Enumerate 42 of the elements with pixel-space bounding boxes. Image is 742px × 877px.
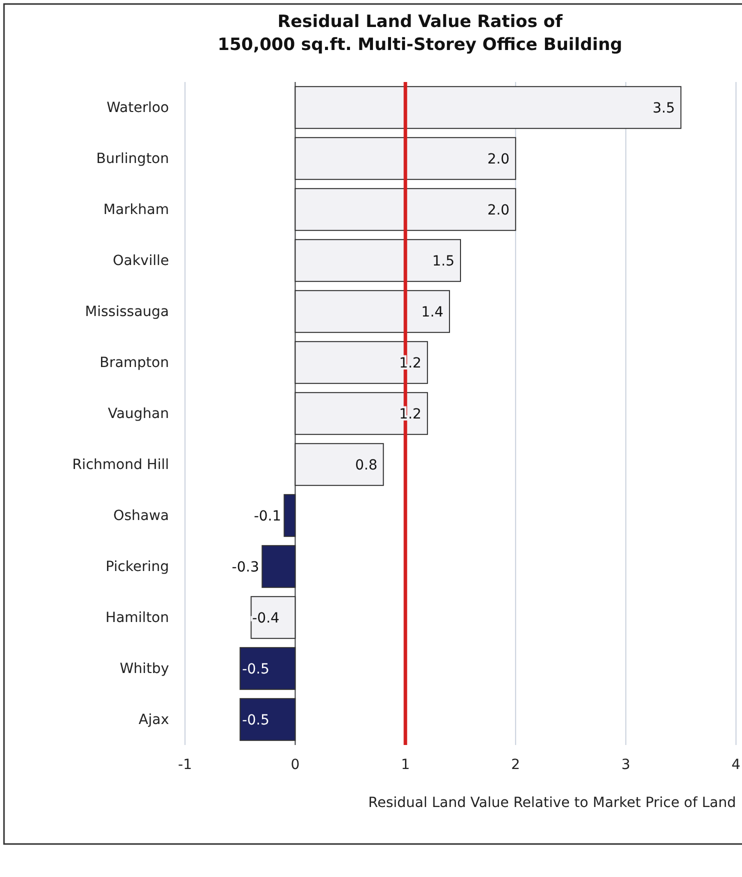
data-label: 0.8 — [355, 457, 378, 474]
bar — [294, 86, 682, 129]
y-tick-label: Waterloo — [106, 100, 169, 116]
y-tick-label: Ajax — [138, 712, 169, 728]
data-label: -0.5 — [242, 661, 270, 678]
y-tick-label: Markham — [103, 202, 169, 218]
bar — [294, 392, 428, 435]
data-label: 2.0 — [487, 202, 510, 218]
y-tick-label: Brampton — [100, 354, 169, 371]
y-tick-label: Mississauga — [85, 304, 169, 320]
bar — [294, 443, 384, 486]
y-tick-label: Vaughan — [108, 406, 169, 422]
bar — [284, 494, 296, 537]
bar — [294, 341, 428, 384]
bar — [294, 188, 516, 231]
y-tick-label: Oshawa — [113, 508, 169, 524]
data-label: 2.0 — [487, 151, 510, 168]
x-tick-label: 2 — [511, 756, 520, 773]
data-label: -0.5 — [242, 712, 270, 728]
y-tick-label: Whitby — [120, 660, 169, 677]
y-tick-label: Pickering — [106, 558, 169, 575]
y-tick-label: Hamilton — [106, 610, 169, 626]
chart-title: Residual Land Value Ratios of 150,000 sq.ft. Multi-Storey Office Building — [218, 12, 622, 55]
x-axis-title: Residual Land Value Relative to Market Price of Land — [368, 795, 736, 811]
x-tick-label: 1 — [400, 756, 410, 773]
data-label: -0.4 — [252, 610, 280, 626]
data-label: 3.5 — [652, 100, 675, 116]
bar — [262, 545, 296, 588]
x-tick-label: 0 — [290, 756, 300, 773]
data-label: -0.3 — [232, 559, 260, 576]
x-tick-label: -1 — [178, 756, 192, 773]
data-label: 1.4 — [421, 304, 444, 320]
x-tick-label: 3 — [621, 756, 630, 773]
data-label: -0.1 — [254, 508, 282, 524]
y-tick-label: Richmond Hill — [72, 456, 169, 473]
bar — [294, 290, 450, 333]
bar — [294, 137, 516, 180]
y-tick-label: Oakville — [112, 252, 169, 269]
data-label: 1.5 — [432, 253, 454, 270]
y-tick-label: Burlington — [96, 150, 169, 167]
x-tick-label: 4 — [732, 756, 741, 773]
bar — [294, 239, 461, 282]
